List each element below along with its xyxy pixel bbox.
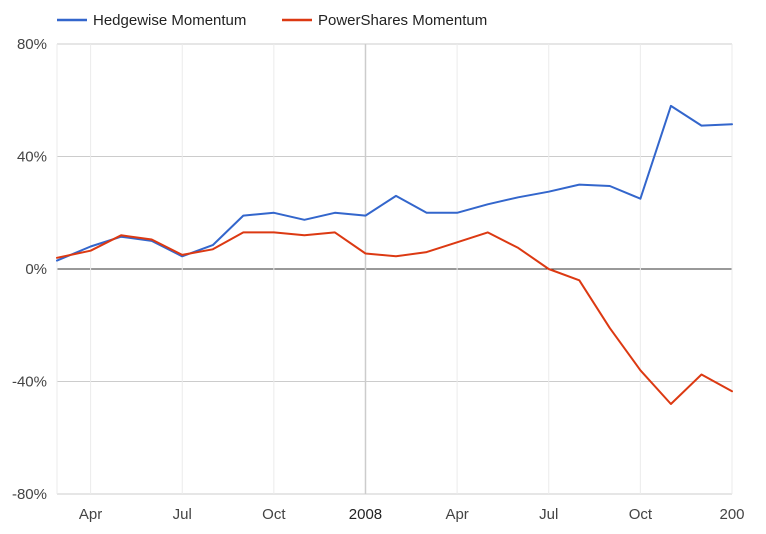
y-tick-label: 0%: [25, 261, 47, 278]
y-tick-label: -80%: [12, 486, 47, 503]
series-line-powershares: [56, 231, 733, 405]
y-tick-label: -40%: [12, 374, 47, 391]
legend: Hedgewise Momentum PowerShares Momentum: [57, 12, 487, 29]
series-line-hedgewise: [56, 104, 733, 262]
y-axis-ticks: 80% 40% 0% -40% -80%: [12, 36, 47, 503]
x-tick-label: Apr: [445, 506, 468, 523]
x-tick-label: Oct: [262, 506, 286, 523]
x-tick-label: 200: [719, 506, 744, 523]
x-tick-label: Jul: [539, 506, 558, 523]
grid: [56, 43, 733, 495]
x-tick-label: Jul: [173, 506, 192, 523]
x-tick-label: Oct: [629, 506, 653, 523]
x-axis-ticks: Apr Jul Oct 2008 Apr Jul Oct 200: [79, 506, 745, 523]
legend-label-hedgewise: Hedgewise Momentum: [93, 12, 246, 29]
y-tick-label: 40%: [17, 149, 47, 166]
legend-label-powershares: PowerShares Momentum: [318, 12, 487, 29]
y-tick-label: 80%: [17, 36, 47, 53]
x-tick-label: 2008: [349, 506, 382, 523]
series-lines: [56, 104, 733, 405]
x-tick-label: Apr: [79, 506, 102, 523]
